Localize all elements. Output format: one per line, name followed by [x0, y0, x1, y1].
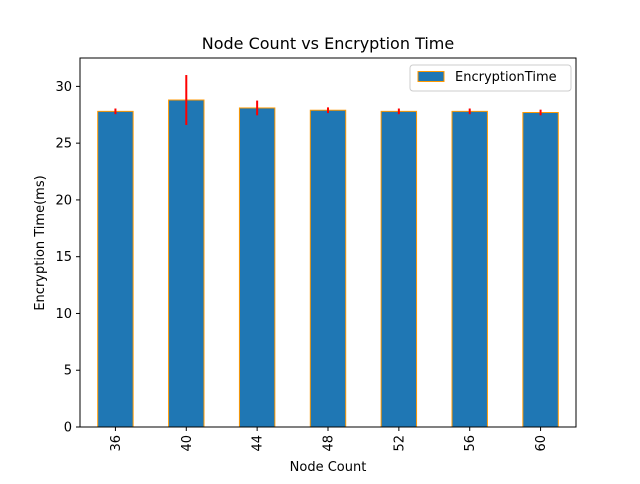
chart-title: Node Count vs Encryption Time: [202, 34, 454, 53]
x-tick-label-40: 40: [180, 435, 195, 452]
bar-36: [97, 110, 134, 428]
y-tick-label-20: 20: [55, 193, 72, 208]
y-tick-label-25: 25: [55, 137, 72, 152]
y-tick-label-5: 5: [64, 364, 72, 379]
y-tick-label-30: 30: [55, 80, 72, 95]
y-tick-label-15: 15: [55, 250, 72, 265]
y-tick-label-0: 0: [64, 421, 72, 436]
bar-52: [380, 110, 418, 428]
legend-frame: [409, 64, 572, 92]
x-tick-label-44: 44: [251, 435, 266, 452]
y-axis-label: Encryption Time(ms): [33, 175, 48, 310]
plot-area: 0 5 10 15 20 25 30 36 40 44 48 52 56 60: [55, 57, 577, 452]
x-axis-label: Node Count: [290, 460, 367, 475]
bar-44: [238, 107, 276, 428]
bar-48: [309, 109, 347, 428]
x-tick-label-52: 52: [392, 435, 407, 452]
bar-60: [522, 112, 559, 428]
legend-label-encryptiontime: EncryptionTime: [455, 70, 557, 85]
x-tick-label-56: 56: [463, 435, 478, 452]
bar-40: [168, 99, 205, 428]
x-tick-label-36: 36: [109, 435, 124, 452]
y-tick-label-10: 10: [55, 307, 72, 322]
bar-56: [451, 110, 488, 428]
legend: EncryptionTime: [409, 64, 572, 92]
x-tick-label-60: 60: [534, 435, 549, 452]
x-tick-label-48: 48: [322, 435, 337, 452]
legend-swatch: [417, 71, 445, 82]
